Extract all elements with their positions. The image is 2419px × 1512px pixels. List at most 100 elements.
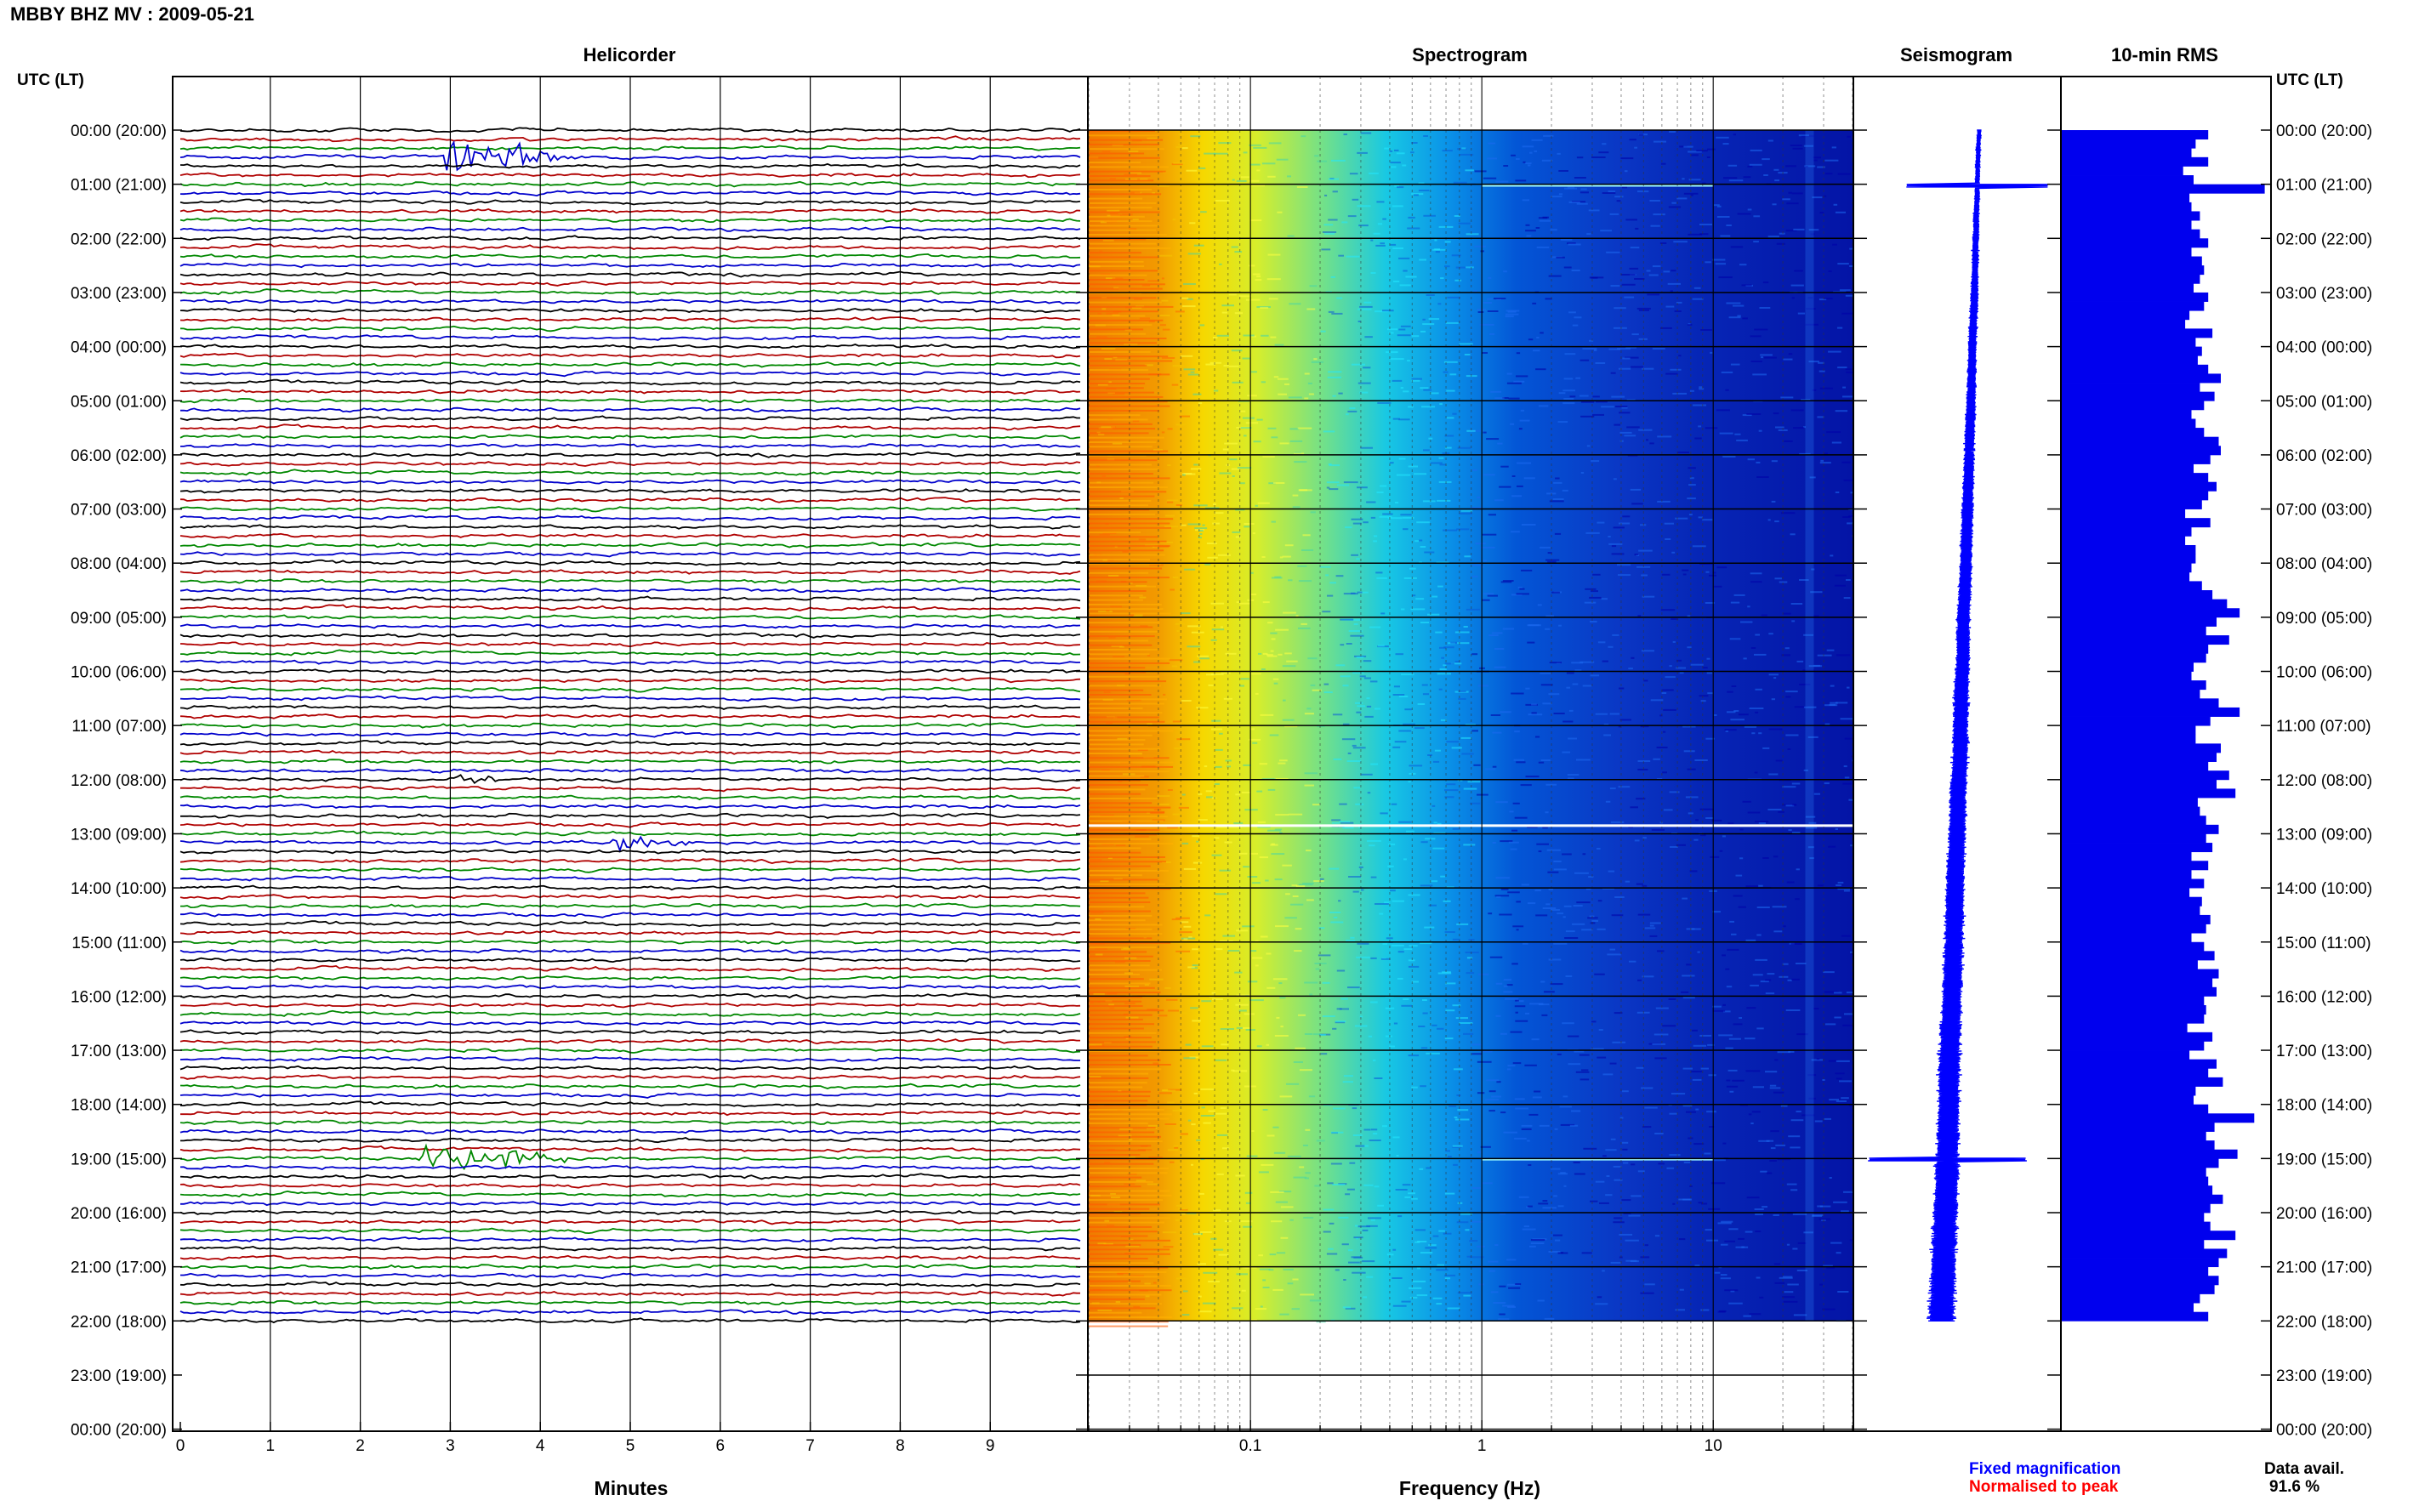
spectrogram-band	[1089, 1059, 1161, 1061]
spectrogram-speckle	[1366, 501, 1376, 503]
spectrogram-speckle	[1330, 1131, 1344, 1134]
spectrogram-speckle	[1744, 725, 1757, 728]
spectrogram-speckle	[1579, 1054, 1590, 1056]
spectrogram-speckle	[1342, 723, 1350, 725]
spectrogram-band	[1089, 414, 1141, 417]
spectrogram-speckle	[1521, 569, 1533, 571]
spectrogram-speckle	[1132, 219, 1139, 221]
spectrogram-band	[1089, 1168, 1170, 1169]
spectrogram-band	[1089, 193, 1162, 196]
spectrogram-speckle	[1768, 773, 1779, 776]
rms-bar	[2062, 463, 2194, 474]
spectrogram-band	[1089, 982, 1151, 985]
spectrogram-speckle	[1569, 395, 1576, 398]
spectrogram-band	[1089, 305, 1174, 308]
spectrogram-speckle	[1564, 353, 1576, 355]
spectrogram-speckle	[1849, 265, 1853, 267]
spectrogram-speckle	[1306, 850, 1312, 852]
spectrogram-speckle	[1294, 461, 1307, 463]
spectrogram-speckle	[1325, 574, 1329, 577]
rms-bar	[2062, 779, 2217, 789]
spectrogram-speckle	[1535, 368, 1546, 371]
spectrogram-speckle	[1198, 402, 1203, 405]
spectrogram-speckle	[1203, 1122, 1211, 1124]
spectrogram-speckle	[1349, 173, 1358, 175]
spectrogram-speckle	[1434, 248, 1440, 251]
spectrogram-speckle	[1739, 828, 1744, 831]
spectrogram-band	[1089, 1162, 1154, 1165]
spectrogram-speckle	[1345, 526, 1352, 529]
spectrogram-speckle	[1175, 146, 1181, 148]
spectrogram-speckle	[1457, 446, 1471, 449]
spectrogram-speckle	[1810, 591, 1823, 594]
spectrogram-speckle	[1249, 728, 1255, 730]
spectrogram-band	[1089, 622, 1160, 624]
spectrogram-speckle	[1762, 281, 1769, 284]
spectrogram-speckle	[1242, 417, 1255, 419]
spectrogram-speckle	[1536, 337, 1540, 338]
spectrogram-speckle	[1322, 981, 1330, 984]
spectrogram-speckle	[1515, 999, 1519, 1002]
spectrogram-speckle	[1446, 389, 1455, 392]
spectrogram-band	[1089, 702, 1164, 705]
spectrogram-speckle	[1516, 375, 1528, 378]
spectrogram-speckle	[1722, 1003, 1726, 1006]
spectrogram-speckle	[1436, 1303, 1443, 1305]
spectrogram-speckle	[1557, 1173, 1568, 1175]
spectrogram-speckle	[1621, 283, 1636, 286]
spectrogram-band	[1089, 1041, 1156, 1043]
spectrogram-speckle	[1755, 711, 1759, 713]
spectrogram-speckle	[1730, 363, 1740, 366]
spectrogram-speckle	[1770, 1147, 1776, 1150]
spectrogram-band	[1089, 685, 1161, 687]
spectrogram-speckle	[1742, 317, 1748, 320]
spectrogram-speckle	[1791, 192, 1803, 195]
spectrogram-speckle	[1716, 566, 1727, 569]
spectrogram-speckle	[1792, 832, 1801, 833]
spectrogram-speckle	[1093, 992, 1105, 995]
spectrogram-speckle	[1487, 157, 1497, 160]
spectrogram-speckle	[1340, 618, 1354, 621]
spectrogram-speckle	[1785, 804, 1795, 807]
spectrogram-speckle	[1187, 373, 1199, 376]
spectrogram-speckle	[1480, 1050, 1493, 1053]
spectrogram-speckle	[1531, 139, 1543, 141]
spectrogram-speckle	[1179, 931, 1192, 934]
spectrogram-speckle	[1834, 992, 1842, 994]
spectrogram-speckle	[1382, 513, 1393, 515]
spectrogram-speckle	[1220, 1107, 1227, 1109]
spectrogram-speckle	[1791, 620, 1796, 622]
spectrogram-speckle	[1444, 1277, 1451, 1280]
spectrogram-speckle	[1679, 672, 1684, 674]
spectrogram-speckle	[1483, 593, 1494, 595]
spectrogram-speckle	[1762, 857, 1769, 859]
spectrogram-speckle	[1172, 1109, 1186, 1111]
spectrogram-speckle	[1488, 912, 1493, 915]
rms-bar	[2062, 436, 2219, 446]
spectrogram-speckle	[1403, 577, 1417, 579]
spectrogram-speckle	[1722, 1142, 1727, 1145]
spectrogram-speckle	[1181, 473, 1192, 475]
spectrogram-speckle	[1616, 200, 1621, 202]
spectrogram-speckle	[1437, 822, 1442, 825]
spectrogram-speckle	[1545, 615, 1554, 617]
spectrogram-speckle	[1554, 532, 1562, 535]
spectrogram-speckle	[1423, 214, 1436, 217]
spectrogram-speckle	[1733, 594, 1745, 596]
spectrogram-speckle	[1232, 179, 1235, 181]
spectrogram-speckle	[1134, 298, 1142, 300]
spectrogram-speckle	[1585, 531, 1600, 534]
spectrogram-speckle	[1414, 727, 1425, 730]
spectrogram-speckle	[1735, 1246, 1749, 1248]
spectrogram-speckle	[1373, 232, 1380, 235]
spectrogram-speckle	[1638, 309, 1649, 311]
spectrogram-speckle	[1099, 250, 1103, 253]
spectrogram-speckle	[1310, 684, 1316, 686]
spectrogram-speckle	[1813, 156, 1821, 159]
spectrogram-band	[1089, 798, 1159, 799]
spectrogram-speckle	[1267, 253, 1281, 256]
spectrogram-speckle	[1399, 284, 1411, 287]
hour-label-right: 15:00 (11:00)	[2276, 935, 2371, 952]
spectrogram-speckle	[1720, 1274, 1727, 1276]
spectrogram-speckle	[1750, 647, 1756, 649]
